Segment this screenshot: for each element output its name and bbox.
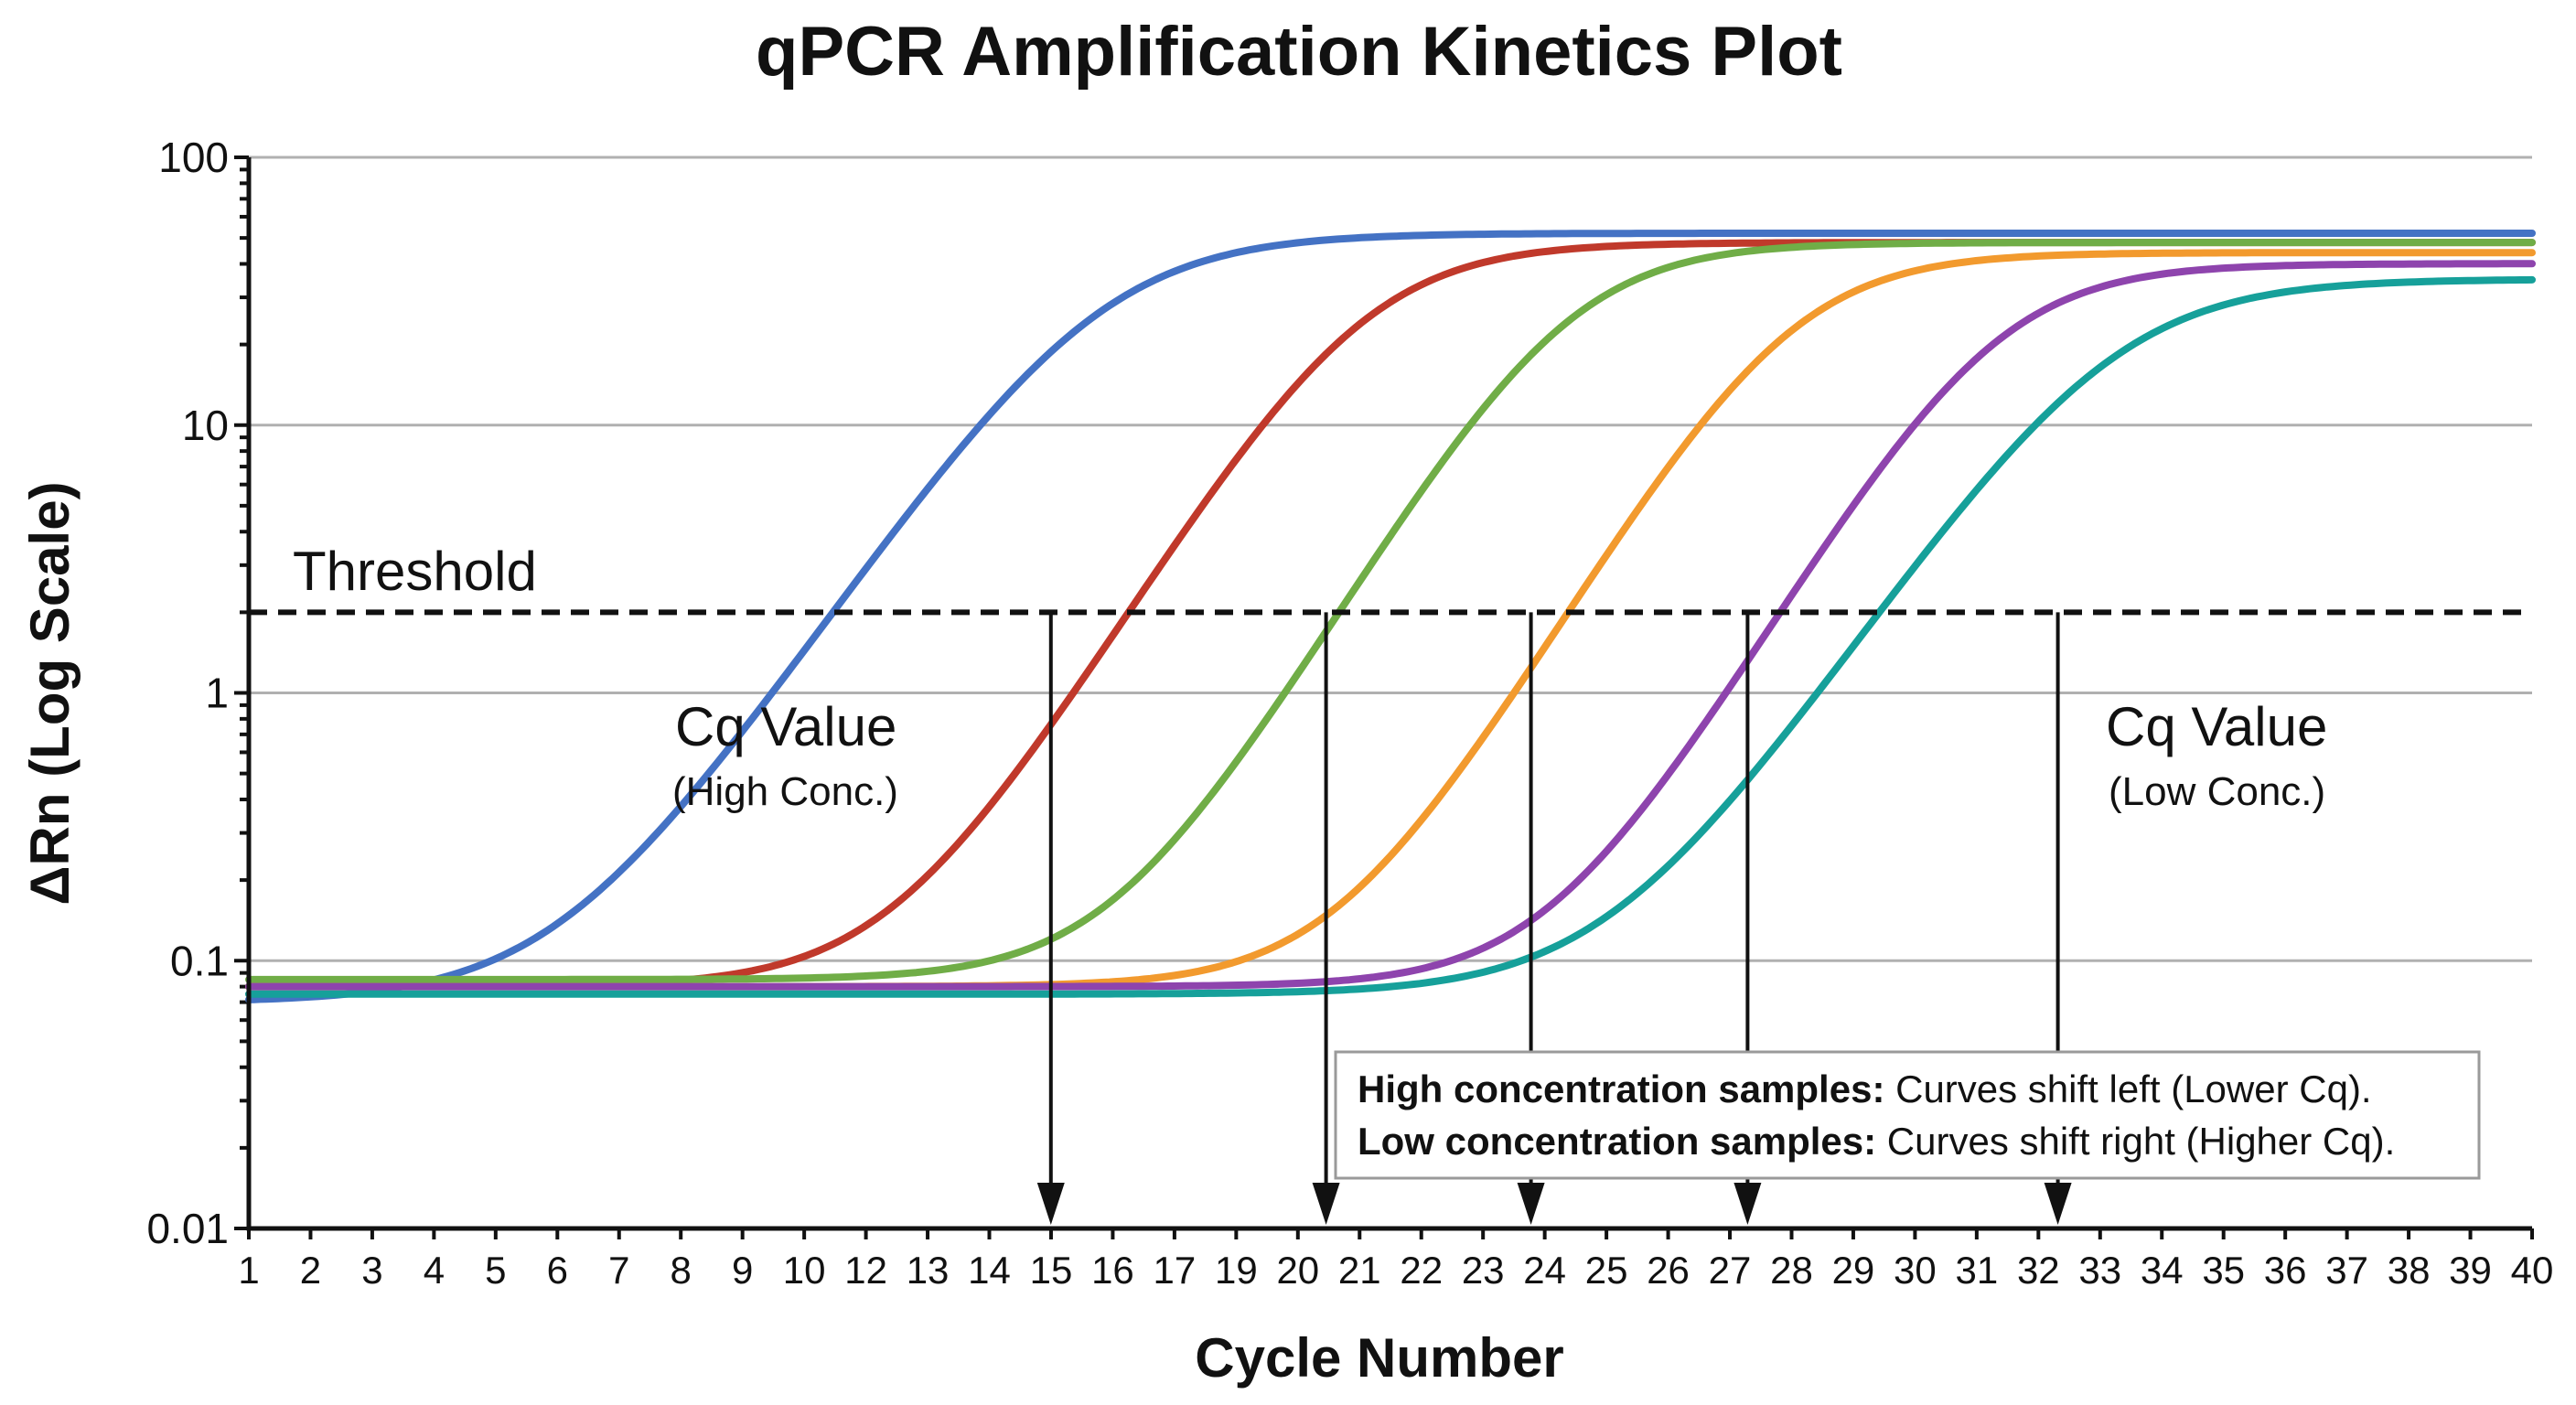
x-tick-label-7: 8 [671,1249,692,1292]
y-tick-labels: 100 10 1 0.1 0.01 [146,134,229,1252]
x-tick-label-13: 15 [1030,1249,1073,1292]
x-tick-label-8: 9 [732,1249,753,1292]
x-tick-label-16: 19 [1215,1249,1258,1292]
x-tick-label-0: 1 [238,1249,259,1292]
x-tick-label-15: 17 [1154,1249,1197,1292]
x-axis-title: Cycle Number [1195,1327,1563,1389]
cq-arrowhead-3 [1517,1183,1545,1225]
cq-arrowhead-4 [1733,1183,1762,1225]
y-tick-label-3: 0.1 [170,937,229,984]
x-tick-label-11: 13 [907,1249,950,1292]
x-tick-label-37: 40 [2511,1249,2554,1292]
cq-arrowheads [1036,1183,2072,1225]
x-tick-label-32: 35 [2202,1249,2245,1292]
x-tick-label-18: 21 [1338,1249,1381,1292]
x-tick-label-5: 6 [547,1249,568,1292]
curve-series-1 [245,230,2536,1003]
x-tick-label-28: 31 [1956,1249,1999,1292]
curve-series-4 [245,249,2536,991]
x-tick-label-34: 37 [2325,1249,2368,1292]
x-tick-label-14: 16 [1091,1249,1134,1292]
x-tick-label-36: 39 [2449,1249,2492,1292]
amplification-curves [245,230,2536,1003]
cq-annotation-low: Cq Value [2106,696,2327,757]
y-tick-label-2: 1 [205,670,229,717]
cq-arrowhead-5 [2044,1183,2072,1225]
x-tick-label-22: 25 [1585,1249,1628,1292]
x-tick-label-9: 10 [783,1249,826,1292]
curve-series-3 [245,239,2536,983]
x-tick-label-19: 22 [1400,1249,1443,1292]
x-tick-label-6: 7 [608,1249,629,1292]
y-axis-title: ΔRn (Log Scale) [19,481,80,905]
x-tick-label-23: 26 [1647,1249,1690,1292]
x-tick-label-26: 29 [1832,1249,1875,1292]
note-high-bold: High concentration samples: [1358,1067,1884,1110]
x-tick-label-31: 34 [2141,1249,2184,1292]
x-tick-label-27: 30 [1894,1249,1937,1292]
y-tick-label-1: 10 [182,402,229,449]
cq-annotation-low-sub: (Low Conc.) [2109,769,2325,814]
x-tick-label-12: 14 [968,1249,1011,1292]
x-tick-label-3: 4 [424,1249,445,1292]
y-tick-label-0: 100 [158,134,229,181]
gridlines [234,156,2532,1230]
note-low-text: Curves shift right (Higher Cq). [1876,1120,2395,1163]
x-tick-label-21: 24 [1523,1249,1566,1292]
x-tick-label-30: 33 [2078,1249,2121,1292]
x-tick-label-35: 38 [2388,1249,2431,1292]
x-tick-label-2: 3 [361,1249,382,1292]
curve-series-5 [245,260,2536,991]
x-tick-label-10: 12 [844,1249,887,1292]
chart-title: qPCR Amplification Kinetics Plot [756,13,1842,91]
x-tick-label-24: 27 [1709,1249,1752,1292]
x-tick-label-17: 20 [1276,1249,1319,1292]
curve-series-6 [245,275,2536,998]
legend-note-box: High concentration samples: Curves shift… [1334,1050,2481,1180]
x-tick-label-33: 36 [2264,1249,2307,1292]
x-tick-label-20: 23 [1462,1249,1505,1292]
cq-annotation-high: Cq Value [675,696,896,757]
note-low-bold: Low concentration samples: [1358,1120,1876,1163]
threshold-label: Threshold [293,541,537,602]
x-tick-label-4: 5 [485,1249,506,1292]
x-tick-label-25: 28 [1770,1249,1813,1292]
x-tick-label-1: 2 [300,1249,321,1292]
y-tick-label-4: 0.01 [146,1205,229,1252]
cq-annotation-high-sub: (High Conc.) [672,769,898,814]
axes [246,157,2532,1231]
note-high: High concentration samples: Curves shift… [1358,1067,2372,1110]
cq-arrowhead-1 [1036,1183,1065,1225]
note-low: Low concentration samples: Curves shift … [1358,1120,2395,1163]
x-tick-label-29: 32 [2017,1249,2060,1292]
note-high-text: Curves shift left (Lower Cq). [1884,1067,2371,1110]
cq-arrowhead-2 [1312,1183,1340,1225]
x-tick-labels: 1 2 3 4 5 6 7 8 9 10 12 13 14 15 16 17 19 20 21 22 23 24 25 26 2… [238,1228,2553,1292]
